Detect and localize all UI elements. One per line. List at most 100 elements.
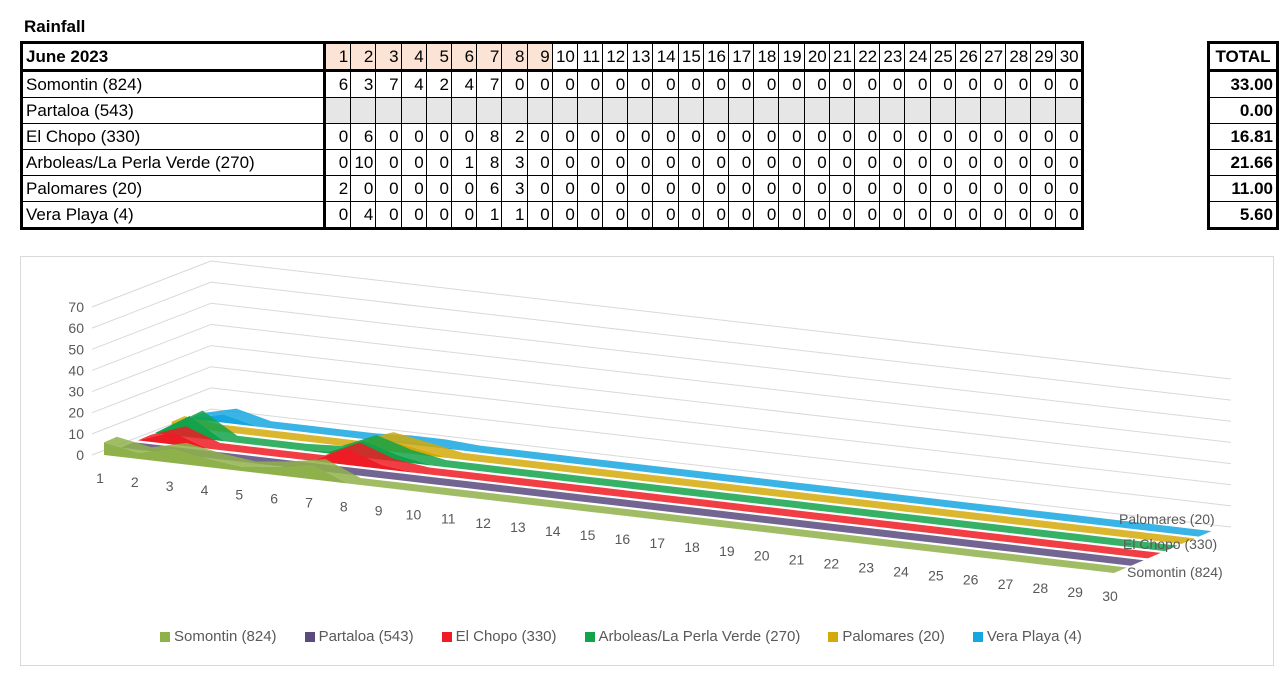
day-value: 0 (778, 175, 805, 202)
station-name: El Chopo (330) (21, 123, 326, 150)
day-value: 0 (425, 123, 452, 150)
day-value (501, 97, 528, 124)
depth-axis-label: Somontin (824) (1127, 564, 1223, 580)
day-value (904, 97, 931, 124)
day-value: 6 (476, 175, 503, 202)
day-value: 0 (753, 70, 780, 98)
day-value: 1 (501, 201, 528, 229)
y-tick-label: 60 (68, 320, 84, 336)
x-tick-label: 18 (684, 539, 700, 555)
back-gridline (210, 302, 1232, 422)
total-value: 11.00 (1208, 175, 1278, 202)
day-value: 0 (526, 123, 553, 150)
legend-item: Somontin (824) (160, 628, 277, 645)
x-tick-label: 26 (963, 572, 979, 588)
day-value: 0 (702, 201, 730, 229)
day-header-17: 17 (727, 42, 755, 72)
day-value: 0 (954, 201, 981, 229)
day-value: 0 (979, 123, 1007, 150)
day-value: 0 (375, 123, 402, 150)
day-value (853, 97, 881, 124)
day-header-27: 27 (979, 42, 1007, 72)
station-name: Arboleas/La Perla Verde (270) (21, 149, 326, 176)
series-surface (137, 426, 1161, 559)
day-value: 0 (929, 149, 956, 176)
day-value (627, 97, 654, 124)
day-header-29: 29 (1030, 42, 1057, 72)
day-value: 0 (652, 123, 679, 150)
day-value (576, 97, 604, 124)
day-value: 0 (879, 175, 906, 202)
day-value: 0 (323, 123, 352, 150)
day-value (425, 97, 452, 124)
day-header-11: 11 (576, 42, 604, 72)
day-value: 0 (727, 70, 755, 98)
day-value: 0 (1005, 175, 1032, 202)
day-value: 0 (1055, 123, 1083, 150)
legend-swatch (828, 631, 839, 642)
y-tick-label: 10 (68, 426, 84, 442)
y-tick-label: 50 (68, 341, 84, 357)
day-value: 0 (853, 201, 881, 229)
day-value: 0 (904, 149, 931, 176)
day-value: 0 (702, 175, 730, 202)
day-value: 0 (1005, 149, 1032, 176)
day-value: 0 (551, 123, 578, 150)
station-name: Vera Playa (4) (21, 201, 326, 229)
day-value: 0 (828, 70, 855, 98)
day-header-6: 6 (450, 42, 478, 72)
day-header-28: 28 (1005, 42, 1032, 72)
x-tick-label: 12 (475, 515, 491, 531)
day-value (375, 97, 402, 124)
day-value: 0 (526, 175, 553, 202)
day-value: 2 (501, 123, 528, 150)
day-value: 0 (954, 123, 981, 150)
day-value: 0 (501, 70, 528, 98)
day-value: 3 (350, 70, 377, 98)
x-tick-label: 16 (615, 531, 631, 547)
legend-item: Vera Playa (4) (972, 628, 1082, 645)
x-tick-label: 4 (201, 482, 209, 498)
x-tick-label: 15 (580, 527, 596, 543)
y-tick-label: 0 (76, 447, 84, 463)
day-header-22: 22 (853, 42, 881, 72)
day-value: 1 (476, 201, 503, 229)
side-gridline (91, 345, 212, 393)
x-tick-label: 29 (1067, 584, 1083, 600)
day-value: 0 (652, 70, 679, 98)
day-value: 0 (375, 149, 402, 176)
day-header-26: 26 (954, 42, 981, 72)
side-gridline (91, 302, 212, 350)
day-value: 7 (375, 70, 402, 98)
total-value: 5.60 (1208, 201, 1278, 229)
day-value: 0 (1005, 123, 1032, 150)
x-tick-label: 30 (1102, 588, 1118, 604)
day-value: 1 (450, 149, 478, 176)
series-surface (120, 442, 1144, 566)
side-gridline (91, 323, 212, 371)
x-tick-label: 17 (649, 535, 665, 551)
back-gridline (210, 408, 1232, 528)
day-header-21: 21 (828, 42, 855, 72)
day-value: 0 (576, 123, 604, 150)
day-header-9: 9 (526, 42, 553, 72)
day-value: 0 (803, 70, 830, 98)
day-value: 7 (476, 70, 503, 98)
day-value: 0 (652, 201, 679, 229)
day-header-3: 3 (375, 42, 402, 72)
station-name: Somontin (824) (21, 70, 326, 98)
x-tick-label: 19 (719, 543, 735, 559)
day-value: 0 (323, 149, 352, 176)
table-row: Arboleas/La Perla Verde (270) 0 10 0 0 0 1 8 3 0 0… (21, 149, 1083, 176)
series-surface (154, 410, 1178, 552)
day-header-12: 12 (602, 42, 629, 72)
day-header-7: 7 (476, 42, 503, 72)
day-value: 0 (1030, 175, 1057, 202)
day-value: 0 (1030, 70, 1057, 98)
back-gridline (210, 260, 1232, 380)
x-tick-label: 5 (235, 486, 243, 502)
day-value (929, 97, 956, 124)
day-value: 0 (929, 123, 956, 150)
legend-swatch (441, 631, 452, 642)
